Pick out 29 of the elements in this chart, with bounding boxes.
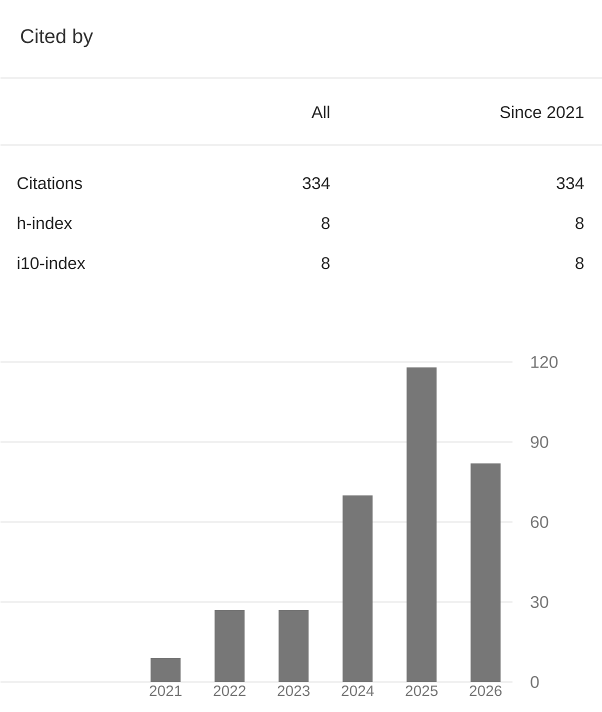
text: Since 2021 <box>500 106 584 118</box>
y-tick-label: 90 <box>530 436 548 448</box>
bar <box>342 495 372 682</box>
y-tick-label: 120 <box>531 356 558 368</box>
text: 334 <box>302 177 330 190</box>
text: All <box>311 106 329 118</box>
y-tick-label: 0 <box>530 676 539 688</box>
x-tick-label: 2024 <box>342 686 374 696</box>
text: i10-index <box>18 256 85 270</box>
bar <box>278 610 308 682</box>
chart-title: Cited by <box>20 28 93 48</box>
bar <box>150 658 180 682</box>
x-tick-label: 2023 <box>278 686 310 696</box>
text: 8 <box>321 257 330 270</box>
bar <box>470 463 500 682</box>
text: 8 <box>575 257 584 270</box>
text: 8 <box>575 217 584 230</box>
text: 8 <box>321 217 330 230</box>
text: Citations <box>17 176 82 190</box>
text: h-index <box>18 216 72 230</box>
y-tick-label: 60 <box>530 516 548 528</box>
x-tick-label: 2025 <box>406 686 438 696</box>
text: 334 <box>556 177 584 190</box>
bar <box>406 367 436 682</box>
x-tick-label: 2022 <box>214 686 246 696</box>
x-tick-label: 2021 <box>150 686 182 696</box>
x-tick-label: 2026 <box>470 686 502 696</box>
y-tick-label: 30 <box>530 596 548 608</box>
bar <box>214 610 244 682</box>
